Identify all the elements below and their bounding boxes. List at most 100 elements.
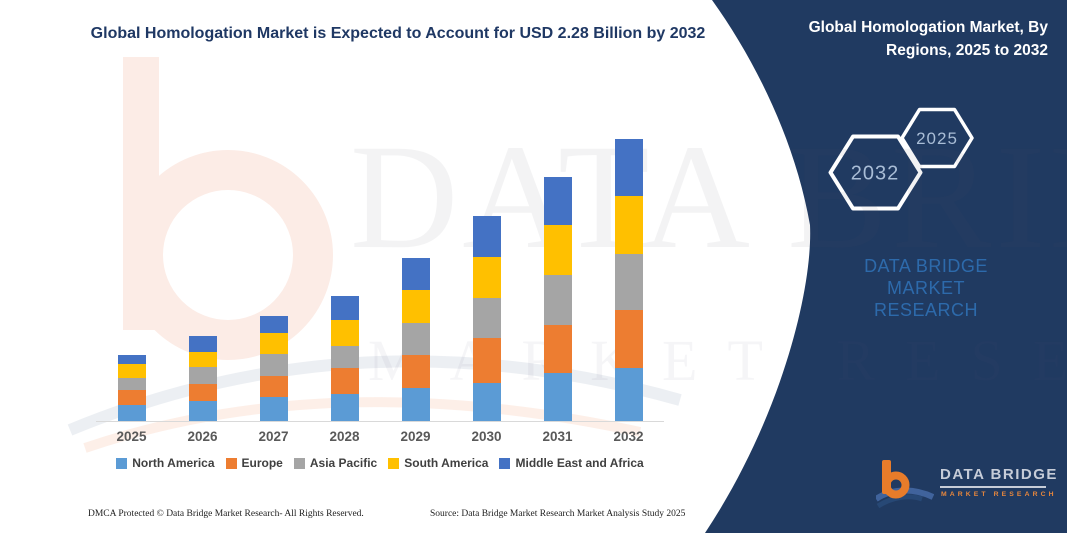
bar-column-2026	[167, 336, 238, 421]
segment-europe-2028	[330, 368, 359, 394]
x-label-2031: 2031	[542, 429, 573, 444]
chart-legend: North America Europe Asia Pacific South Ame…	[90, 456, 670, 470]
segment-asia-pacific-2026	[188, 367, 217, 384]
segment-middle-east-and-africa-2026	[188, 336, 217, 352]
bar-2026	[188, 336, 217, 421]
panel-brand-line1: DATA BRIDGE MARKET	[864, 256, 988, 298]
panel-title: Global Homologation Market, By Regions, …	[808, 19, 1048, 59]
logo-company-name: DATA BRIDGE	[940, 466, 1058, 483]
x-label-2028: 2028	[329, 429, 360, 444]
panel-brand-line2: RESEARCH	[873, 300, 979, 320]
legend-swatch-middle-east-and-africa	[499, 457, 511, 469]
segment-south-america-2030	[472, 257, 501, 298]
bar-2027	[259, 316, 288, 421]
bars-row	[96, 120, 664, 421]
segment-asia-pacific-2029	[401, 323, 430, 355]
segment-south-america-2032	[614, 196, 643, 254]
bar-column-2028	[309, 296, 380, 421]
legend-item-asia-pacific: Asia Pacific	[293, 456, 378, 470]
x-label-2032: 2032	[613, 429, 644, 444]
bar-column-2029	[380, 258, 451, 421]
legend-swatch-south-america	[388, 457, 400, 469]
bar-column-2027	[238, 316, 309, 421]
segment-north-america-2029	[401, 388, 430, 421]
legend-item-north-america: North America	[116, 456, 215, 470]
logo-tagline: MARKET RESEARCH	[941, 491, 1057, 498]
segment-asia-pacific-2025	[117, 378, 146, 390]
legend-label-europe: Europe	[241, 456, 283, 470]
legend-label-south-america: South America	[404, 456, 489, 470]
company-logo: DATA BRIDGE MARKET RESEARCH	[874, 458, 1056, 515]
page-title: Global Homologation Market is Expected t…	[90, 25, 706, 42]
segment-asia-pacific-2027	[259, 354, 288, 376]
segment-south-america-2025	[117, 364, 146, 378]
segment-south-america-2027	[259, 333, 288, 354]
bar-column-2030	[451, 216, 522, 421]
segment-south-america-2031	[543, 225, 572, 275]
data-bridge-logo-icon	[874, 460, 935, 509]
x-axis-labels: 2025 2026 2027 2028 2029 2030 2031 2032	[96, 429, 664, 444]
segment-asia-pacific-2032	[614, 254, 643, 310]
segment-europe-2027	[259, 376, 288, 397]
bar-2030	[472, 216, 501, 421]
segment-north-america-2026	[188, 401, 217, 421]
source-text: Source: Data Bridge Market Research Mark…	[430, 509, 686, 519]
bar-column-2025	[96, 355, 167, 421]
stacked-bar-chart: 2025 2026 2027 2028 2029 2030 2031 2032	[96, 120, 664, 444]
hexagon-2032-label: 2032	[850, 162, 900, 185]
segment-middle-east-and-africa-2028	[330, 296, 359, 320]
bar-2032	[614, 139, 643, 421]
segment-asia-pacific-2030	[472, 298, 501, 338]
legend-swatch-europe	[225, 457, 237, 469]
legend-item-europe: Europe	[225, 456, 283, 470]
segment-north-america-2031	[543, 373, 572, 421]
legend-swatch-asia-pacific	[293, 457, 305, 469]
legend-item-middle-east-and-africa: Middle East and Africa	[499, 456, 644, 470]
copyright-text: DMCA Protected © Data Bridge Market Rese…	[88, 509, 364, 519]
hexagon-2025	[900, 107, 974, 169]
segment-asia-pacific-2031	[543, 275, 572, 325]
segment-south-america-2026	[188, 352, 217, 367]
panel-brand-text: DATA BRIDGE MARKET RESEARCH	[826, 255, 1026, 321]
hexagon-2032	[828, 134, 923, 211]
right-panel-shape	[705, 0, 1067, 533]
segment-asia-pacific-2028	[330, 346, 359, 368]
legend-label-north-america: North America	[132, 456, 215, 470]
segment-north-america-2028	[330, 394, 359, 421]
x-label-2025: 2025	[116, 429, 147, 444]
segment-europe-2030	[472, 338, 501, 383]
x-label-2030: 2030	[471, 429, 502, 444]
segment-middle-east-and-africa-2030	[472, 216, 501, 257]
segment-europe-2032	[614, 310, 643, 368]
segment-middle-east-and-africa-2031	[543, 177, 572, 225]
legend-item-south-america: South America	[388, 456, 488, 470]
bar-2031	[543, 177, 572, 421]
segment-north-america-2025	[117, 405, 146, 421]
legend-swatch-north-america	[116, 457, 128, 469]
hexagon-2025-label: 2025	[916, 129, 958, 148]
watermark-swoosh-gray	[67, 355, 682, 436]
x-axis-line	[96, 421, 664, 422]
segment-europe-2031	[543, 325, 572, 373]
logo-underline	[940, 486, 1046, 488]
segment-europe-2025	[117, 390, 146, 405]
segment-middle-east-and-africa-2032	[614, 139, 643, 196]
legend-label-asia-pacific: Asia Pacific	[309, 456, 378, 470]
segment-north-america-2032	[614, 368, 643, 421]
logo-b-bowl	[882, 471, 910, 499]
watermark-b-bowl	[123, 150, 333, 360]
segment-south-america-2028	[330, 320, 359, 346]
segment-north-america-2027	[259, 397, 288, 421]
bar-column-2032	[593, 139, 664, 421]
bar-2028	[330, 296, 359, 421]
segment-europe-2029	[401, 355, 430, 388]
segment-south-america-2029	[401, 290, 430, 323]
segment-middle-east-and-africa-2025	[117, 355, 146, 364]
bar-2029	[401, 258, 430, 421]
segment-middle-east-and-africa-2029	[401, 258, 430, 290]
x-label-2026: 2026	[187, 429, 218, 444]
bar-column-2031	[522, 177, 593, 421]
segment-europe-2026	[188, 384, 217, 401]
legend-label-middle-east-and-africa: Middle East and Africa	[515, 456, 644, 470]
